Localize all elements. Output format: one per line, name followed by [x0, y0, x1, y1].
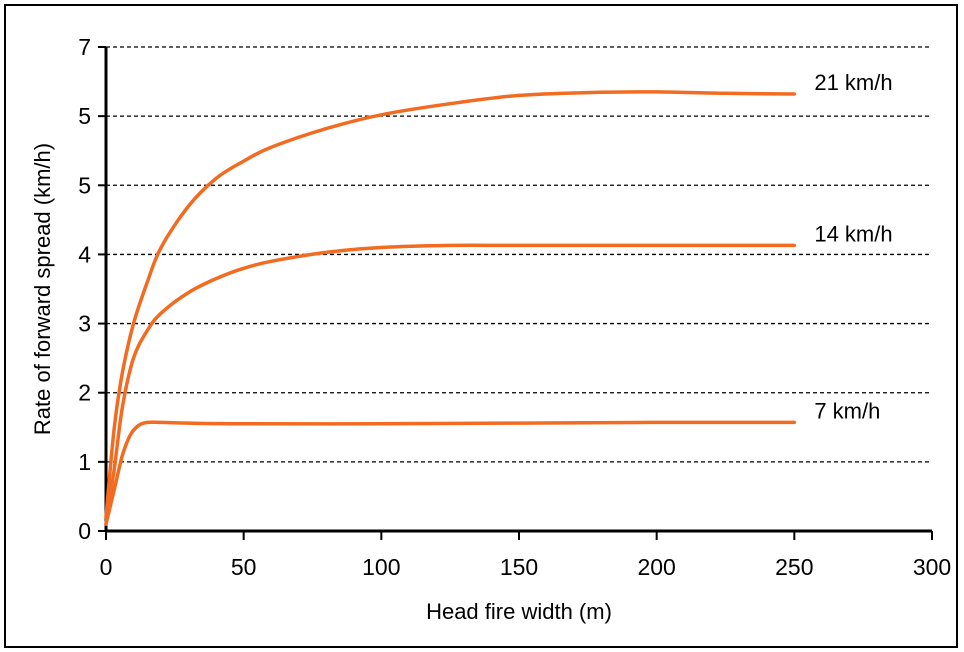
y-tick-label: 2 — [78, 380, 91, 406]
y-tick-label: 5 — [78, 172, 91, 198]
x-tick-label: 0 — [100, 554, 113, 580]
axes — [104, 47, 932, 533]
x-tick-label: 200 — [637, 554, 675, 580]
chart-frame — [4, 4, 958, 648]
series-line — [104, 243, 797, 526]
series-line — [104, 420, 797, 526]
x-tick-label: 300 — [913, 554, 951, 580]
x-axis-title: Head fire width (m) — [426, 599, 612, 624]
series-label: 14 km/h — [814, 221, 892, 246]
series-line — [104, 90, 797, 519]
y-tick-label: 3 — [78, 311, 91, 337]
y-tick-label: 4 — [78, 241, 91, 267]
x-tick-label: 150 — [500, 554, 538, 580]
series-labels: 21 km/h 14 km/h 7 km/h — [814, 70, 892, 423]
series-label: 21 km/h — [814, 70, 892, 95]
x-axis-ticks: 0 50 100 150 200 250 300 — [100, 531, 951, 580]
x-tick-label: 100 — [362, 554, 400, 580]
x-tick-label: 250 — [775, 554, 813, 580]
y-tick-label: 0 — [78, 518, 91, 544]
x-tick-label: 50 — [231, 554, 257, 580]
series-lines — [104, 90, 797, 526]
grid-lines — [106, 46, 932, 463]
y-tick-label: 7 — [78, 34, 91, 60]
y-tick-label: 1 — [78, 449, 91, 475]
y-axis-ticks: 0 1 2 3 4 5 5 7 — [78, 34, 106, 544]
y-axis-title: Rate of forward spread (km/h) — [30, 143, 55, 435]
y-tick-label: 5 — [78, 103, 91, 129]
series-label: 7 km/h — [814, 398, 880, 423]
